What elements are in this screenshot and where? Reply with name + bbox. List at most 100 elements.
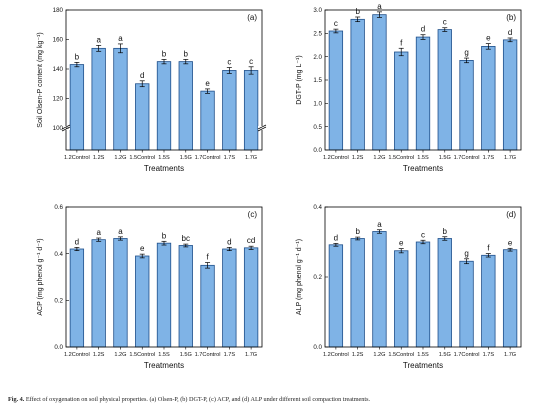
bar — [135, 255, 150, 348]
x-tick-label: 1.5G — [180, 155, 192, 161]
bar — [113, 238, 128, 348]
bar — [243, 247, 259, 348]
panel-label: (d) — [506, 210, 516, 219]
x-tick-label: 1.5Control — [388, 155, 414, 161]
x-tick-label: 1.5Control — [129, 352, 155, 358]
y-axis-title: Soil Olsen-P content (mg kg⁻¹) — [37, 32, 44, 127]
bar — [481, 254, 496, 348]
x-tick-label: 1.7G — [245, 352, 257, 358]
y-tick-label: 1.5 — [313, 77, 322, 84]
significance-letter: cd — [247, 236, 255, 245]
significance-letter: a — [118, 34, 123, 43]
bar — [178, 61, 193, 151]
x-tick-label: 1.7S — [224, 352, 236, 358]
bar — [156, 242, 172, 348]
significance-letter: c — [421, 230, 425, 239]
significance-letter: b — [355, 227, 360, 236]
x-axis-title: Treatments — [144, 164, 184, 173]
x-axis-title: Treatments — [144, 361, 184, 370]
bar — [394, 51, 409, 151]
bar — [437, 29, 452, 151]
x-tick-label: 1.5S — [158, 352, 170, 358]
x-tick-label: 1.7S — [224, 155, 236, 161]
significance-letter: d — [75, 237, 79, 246]
bar — [350, 18, 365, 151]
bar — [200, 264, 215, 348]
y-tick-label: 0.2 — [54, 298, 63, 305]
bar — [394, 250, 409, 348]
significance-letter: d — [421, 25, 425, 34]
chart-panel-2: c 1.2Control b 1.2S a 1.2G f 1.5Control d 1.5S c 1.… — [296, 2, 522, 173]
bar — [502, 249, 518, 348]
caption-label: Fig. 4. — [8, 396, 25, 403]
x-tick-label: 1.5Control — [388, 352, 414, 358]
caption-text: Effect of oxygenation on soil physical p… — [25, 396, 371, 403]
y-tick-label: 0.4 — [313, 204, 322, 211]
y-axis-title: ALP (mg phenol g⁻¹ d⁻¹) — [296, 239, 303, 315]
bar — [459, 260, 474, 348]
significance-letter: b — [443, 227, 448, 236]
x-tick-label: 1.5Control — [129, 155, 155, 161]
bar — [415, 241, 431, 348]
significance-letter: g — [464, 48, 468, 57]
significance-letter: a — [118, 227, 123, 236]
y-tick-label: 160 — [53, 37, 64, 44]
significance-letter: e — [508, 238, 513, 247]
bar — [415, 36, 431, 151]
chart-panel-1: b 1.2Control a 1.2S a 1.2G d 1.5Control b 1.5S b 1.… — [37, 7, 267, 173]
chart-panel-4: d 1.2Control b 1.2S a 1.2G e 1.5Control c 1.5S b 1.… — [296, 204, 522, 370]
y-axis-title: ACP (mg phenol g⁻¹ d⁻¹) — [37, 238, 44, 315]
bar — [135, 83, 150, 151]
bar — [243, 70, 259, 151]
panel-label: (b) — [506, 13, 516, 22]
bar — [502, 39, 518, 151]
bar — [437, 238, 452, 348]
y-tick-label: 100 — [53, 125, 64, 132]
significance-letter: c — [227, 58, 231, 67]
axis-break-gap — [258, 126, 266, 130]
x-tick-label: 1.5G — [439, 155, 451, 161]
bar — [372, 231, 387, 348]
significance-letter: d — [227, 237, 231, 246]
y-tick-label: 0.0 — [313, 344, 322, 351]
significance-letter: b — [162, 231, 167, 240]
plot-frame — [65, 9, 263, 151]
y-tick-label: 0.2 — [313, 274, 322, 281]
x-tick-label: 1.7Control — [454, 352, 480, 358]
significance-letter: e — [140, 244, 145, 253]
x-axis-title: Treatments — [403, 361, 443, 370]
bar — [69, 64, 85, 151]
x-tick-label: 1.7Control — [195, 352, 221, 358]
y-tick-label: 0.0 — [54, 344, 63, 351]
x-tick-label: 1.7Control — [195, 155, 221, 161]
y-tick-label: 2.0 — [313, 54, 322, 61]
y-axis-title: DGT-P (mg L⁻¹) — [296, 55, 303, 104]
significance-letter: b — [184, 49, 189, 58]
x-tick-label: 1.2S — [93, 352, 105, 358]
x-tick-label: 1.5S — [158, 155, 170, 161]
axis-break-mark — [61, 126, 71, 132]
plot-frame — [65, 206, 263, 348]
y-tick-label: 0.4 — [54, 251, 63, 258]
x-tick-label: 1.2G — [114, 155, 126, 161]
y-tick-label: 180 — [53, 7, 64, 14]
significance-letter: b — [162, 49, 167, 58]
x-tick-label: 1.2S — [352, 352, 364, 358]
axis-break-mark — [257, 124, 267, 130]
figure-caption: Fig. 4. Effect of oxygenation on soil ph… — [8, 396, 548, 403]
bar — [69, 248, 85, 348]
axis-break-mark — [61, 124, 71, 130]
bar — [350, 238, 365, 348]
x-tick-label: 1.5G — [439, 352, 451, 358]
x-axis-title: Treatments — [403, 164, 443, 173]
significance-letter: e — [486, 34, 491, 43]
y-tick-label: 3.0 — [313, 7, 322, 14]
bar — [200, 90, 215, 151]
y-tick-label: 0.5 — [313, 124, 322, 131]
significance-letter: b — [75, 52, 80, 61]
bar — [459, 60, 474, 151]
bar — [91, 47, 106, 151]
significance-letter: f — [206, 253, 209, 262]
significance-letter: e — [205, 79, 210, 88]
axis-break-mark — [257, 126, 267, 132]
